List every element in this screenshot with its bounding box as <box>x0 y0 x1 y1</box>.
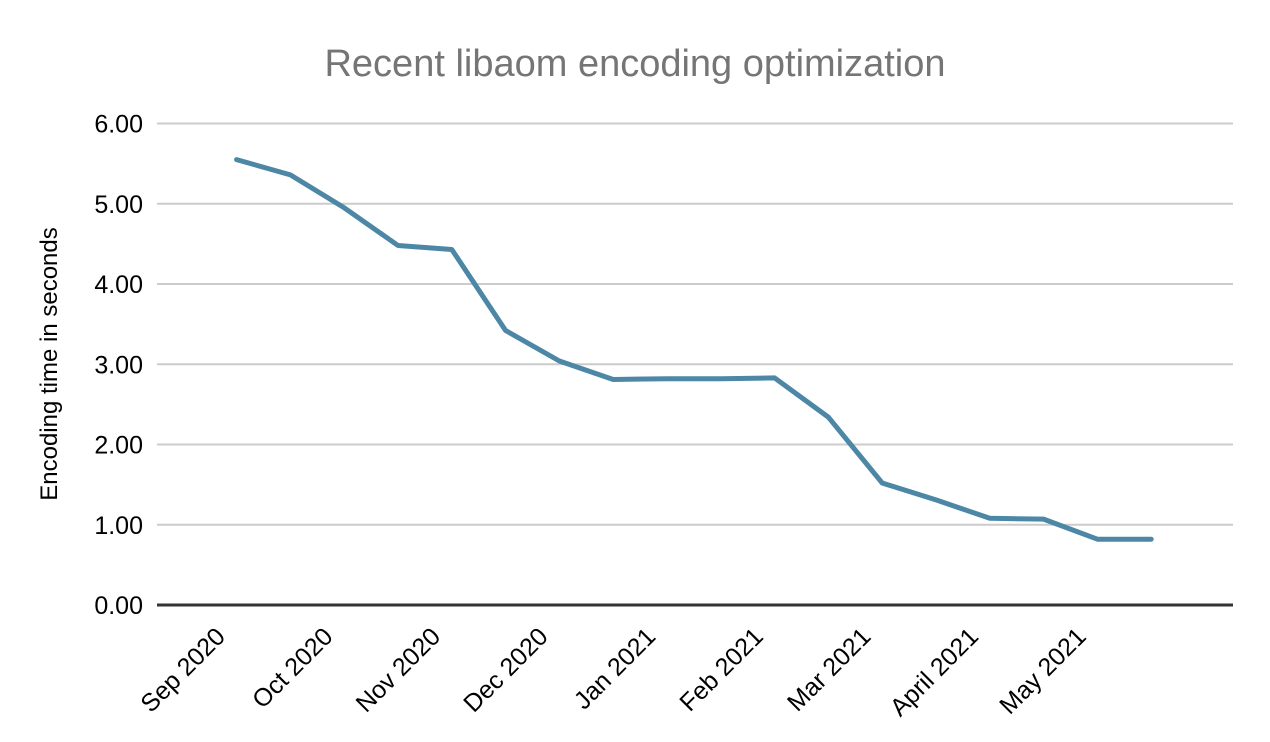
x-tick-label: Mar 2021 <box>782 622 876 716</box>
x-tick-label: Oct 2020 <box>247 622 339 714</box>
x-tick-label: Jan 2021 <box>569 622 662 715</box>
y-axis-title: Encoding time in seconds <box>36 227 63 501</box>
x-axis-tick-labels: Sep 2020 Oct 2020 Nov 2020 Dec 2020 Jan 2021… <box>135 622 1091 721</box>
chart-title: Recent libaom encoding optimization <box>324 43 945 85</box>
y-tick-label: 3.00 <box>94 351 143 379</box>
y-axis-tick-labels: 0.00 1.00 2.00 3.00 4.00 5.00 6.00 <box>94 111 143 621</box>
y-tick-label: 5.00 <box>94 191 143 219</box>
encoding-time-series-line <box>234 157 1154 542</box>
y-tick-label: 0.00 <box>94 592 143 620</box>
gridlines <box>157 122 1233 526</box>
y-tick-label: 1.00 <box>94 512 143 540</box>
y-tick-label: 2.00 <box>94 432 143 460</box>
x-tick-label: Feb 2021 <box>674 622 768 716</box>
x-tick-label: Nov 2020 <box>351 622 446 717</box>
y-tick-label: 6.00 <box>94 111 143 139</box>
x-tick-label: Dec 2020 <box>458 622 553 717</box>
x-tick-label: April 2021 <box>885 622 984 721</box>
y-tick-label: 4.00 <box>94 271 143 299</box>
x-tick-label: May 2021 <box>994 622 1091 719</box>
x-tick-label: Sep 2020 <box>135 622 230 717</box>
